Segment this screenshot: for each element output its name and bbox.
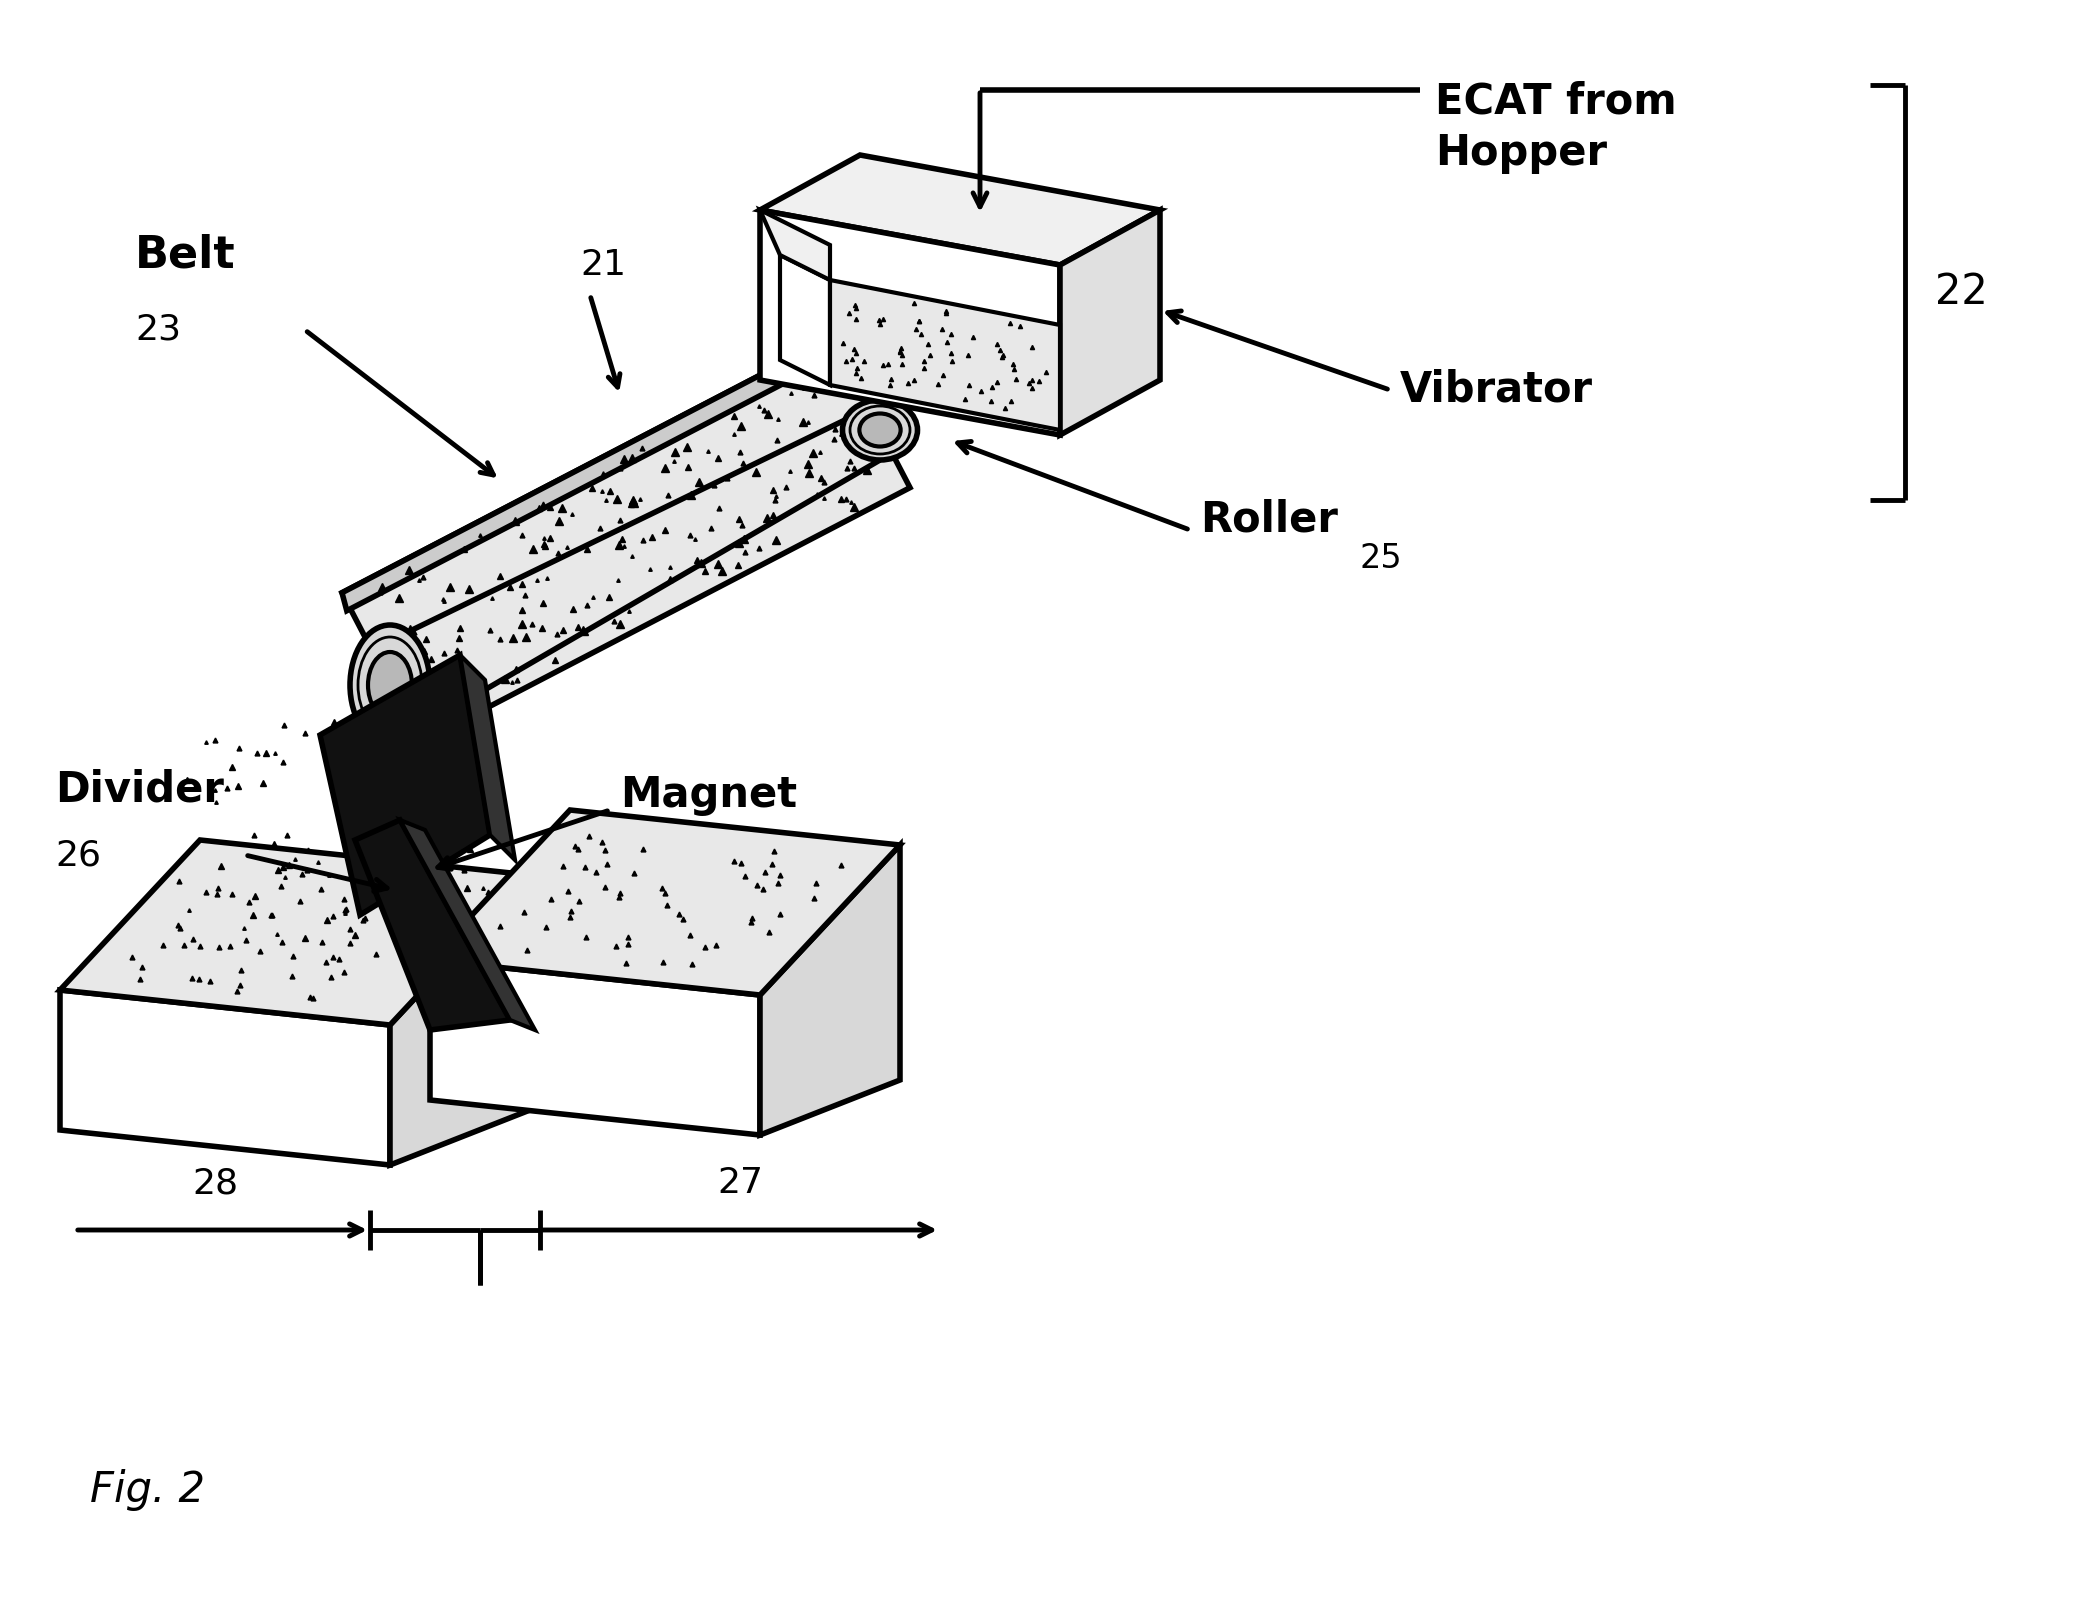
Text: Fig. 2: Fig. 2 <box>89 1469 206 1511</box>
Polygon shape <box>430 810 900 994</box>
Text: Belt: Belt <box>135 234 235 276</box>
Polygon shape <box>761 156 1160 265</box>
Polygon shape <box>355 820 509 1030</box>
Ellipse shape <box>860 414 900 446</box>
Text: 23: 23 <box>135 313 181 346</box>
Polygon shape <box>761 210 1060 435</box>
Text: 21: 21 <box>580 249 625 282</box>
Text: 25: 25 <box>1359 542 1403 574</box>
Polygon shape <box>60 990 391 1165</box>
Polygon shape <box>391 876 530 1165</box>
Text: Magnet: Magnet <box>619 775 798 816</box>
Polygon shape <box>320 654 490 914</box>
Polygon shape <box>399 820 534 1030</box>
Polygon shape <box>343 338 910 743</box>
Text: ECAT from
Hopper: ECAT from Hopper <box>1436 80 1677 173</box>
Text: 28: 28 <box>191 1166 239 1200</box>
Text: 24: 24 <box>619 834 663 866</box>
Text: Roller: Roller <box>1199 499 1338 541</box>
Ellipse shape <box>349 626 430 744</box>
Polygon shape <box>430 961 761 1136</box>
Ellipse shape <box>368 651 411 719</box>
Ellipse shape <box>842 399 918 460</box>
Polygon shape <box>1060 210 1160 435</box>
Text: 22: 22 <box>1935 271 1989 313</box>
Polygon shape <box>761 210 829 281</box>
Text: Vibrator: Vibrator <box>1401 369 1594 411</box>
Polygon shape <box>829 281 1060 430</box>
Text: 27: 27 <box>717 1166 763 1200</box>
Polygon shape <box>459 654 515 860</box>
Text: 26: 26 <box>54 837 102 873</box>
Text: Divider: Divider <box>54 768 224 812</box>
Polygon shape <box>60 840 530 1025</box>
Polygon shape <box>761 845 900 1136</box>
Polygon shape <box>779 255 829 385</box>
Polygon shape <box>343 338 837 611</box>
